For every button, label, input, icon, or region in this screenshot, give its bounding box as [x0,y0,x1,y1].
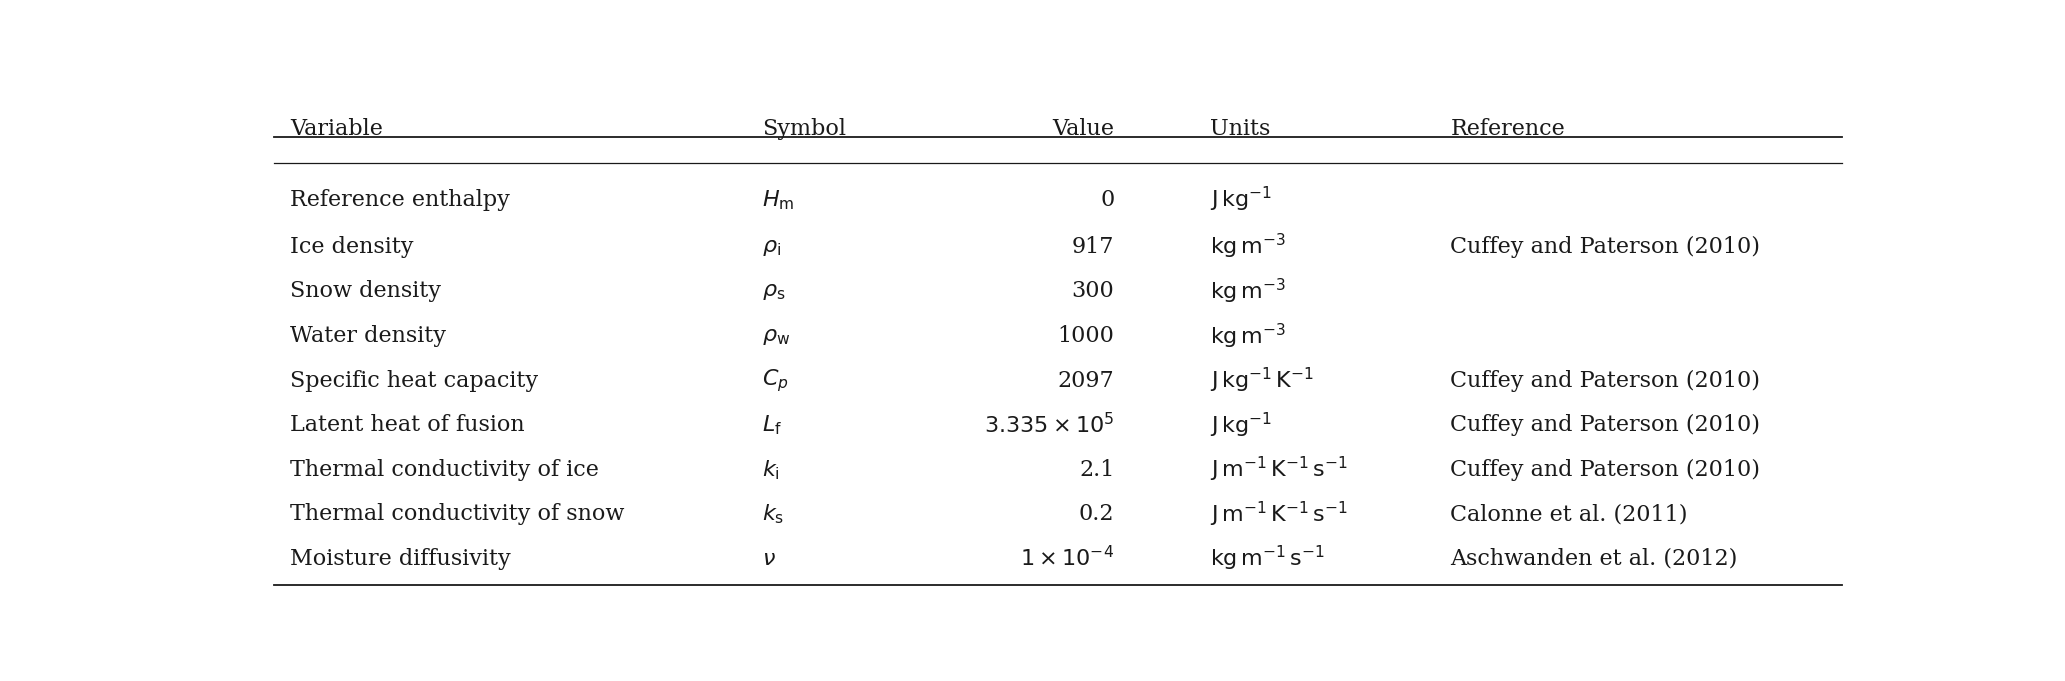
Text: 0: 0 [1101,189,1115,210]
Text: Reference: Reference [1450,118,1565,140]
Text: Variable: Variable [289,118,382,140]
Text: Water density: Water density [289,325,446,347]
Text: Cuffey and Paterson (2010): Cuffey and Paterson (2010) [1450,236,1759,258]
Text: Thermal conductivity of snow: Thermal conductivity of snow [289,503,624,525]
Text: Latent heat of fusion: Latent heat of fusion [289,414,525,437]
Text: $k_{\mathrm{i}}$: $k_{\mathrm{i}}$ [762,458,781,481]
Text: $\mathrm{J\,m^{-1}\,K^{-1}\,s^{-1}}$: $\mathrm{J\,m^{-1}\,K^{-1}\,s^{-1}}$ [1210,500,1348,529]
Text: Cuffey and Paterson (2010): Cuffey and Paterson (2010) [1450,459,1759,481]
Text: 300: 300 [1072,281,1115,302]
Text: 917: 917 [1072,236,1115,258]
Text: $L_{\mathrm{f}}$: $L_{\mathrm{f}}$ [762,413,783,437]
Text: $1 \times 10^{-4}$: $1 \times 10^{-4}$ [1020,546,1115,571]
Text: Aschwanden et al. (2012): Aschwanden et al. (2012) [1450,548,1739,570]
Text: Calonne et al. (2011): Calonne et al. (2011) [1450,503,1687,525]
Text: $\mathrm{kg\,m^{-1}\,s^{-1}}$: $\mathrm{kg\,m^{-1}\,s^{-1}}$ [1210,544,1326,573]
Text: Ice density: Ice density [289,236,413,258]
Text: Snow density: Snow density [289,281,442,302]
Text: Cuffey and Paterson (2010): Cuffey and Paterson (2010) [1450,414,1759,437]
Text: Symbol: Symbol [762,118,847,140]
Text: $C_{p}$: $C_{p}$ [762,367,789,394]
Text: Thermal conductivity of ice: Thermal conductivity of ice [289,459,599,481]
Text: 0.2: 0.2 [1078,503,1115,525]
Text: 2097: 2097 [1057,370,1115,392]
Text: 1000: 1000 [1057,325,1115,347]
Text: Units: Units [1210,118,1270,140]
Text: $\rho_{\mathrm{i}}$: $\rho_{\mathrm{i}}$ [762,236,781,258]
Text: Cuffey and Paterson (2010): Cuffey and Paterson (2010) [1450,370,1759,392]
Text: Value: Value [1053,118,1115,140]
Text: $H_{\mathrm{m}}$: $H_{\mathrm{m}}$ [762,188,795,212]
Text: $\mathrm{J\,m^{-1}\,K^{-1}\,s^{-1}}$: $\mathrm{J\,m^{-1}\,K^{-1}\,s^{-1}}$ [1210,455,1348,484]
Text: $3.335 \times 10^{5}$: $3.335 \times 10^{5}$ [985,413,1115,438]
Text: Specific heat capacity: Specific heat capacity [289,370,539,392]
Text: $\rho_{\mathrm{s}}$: $\rho_{\mathrm{s}}$ [762,281,785,302]
Text: $k_{\mathrm{s}}$: $k_{\mathrm{s}}$ [762,503,785,526]
Text: $\mathrm{kg\,m^{-3}}$: $\mathrm{kg\,m^{-3}}$ [1210,321,1286,351]
Text: $\mathrm{kg\,m^{-3}}$: $\mathrm{kg\,m^{-3}}$ [1210,232,1286,262]
Text: $\mathrm{kg\,m^{-3}}$: $\mathrm{kg\,m^{-3}}$ [1210,277,1286,306]
Text: Moisture diffusivity: Moisture diffusivity [289,548,510,570]
Text: $\nu$: $\nu$ [762,548,776,570]
Text: $\mathrm{J\,kg^{-1}}$: $\mathrm{J\,kg^{-1}}$ [1210,411,1272,440]
Text: $\mathrm{J\,kg^{-1}}$: $\mathrm{J\,kg^{-1}}$ [1210,185,1272,215]
Text: Reference enthalpy: Reference enthalpy [289,189,510,210]
Text: $\rho_{\mathrm{w}}$: $\rho_{\mathrm{w}}$ [762,325,791,347]
Text: $\mathrm{J\,kg^{-1}\,K^{-1}}$: $\mathrm{J\,kg^{-1}\,K^{-1}}$ [1210,366,1313,395]
Text: 2.1: 2.1 [1078,459,1115,481]
